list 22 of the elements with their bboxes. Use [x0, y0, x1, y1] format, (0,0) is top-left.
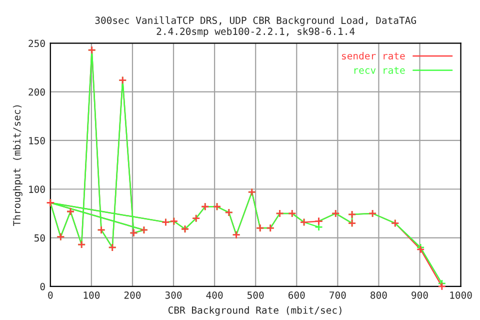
- y-tick-label: 50: [34, 234, 45, 242]
- x-tick-label: 1000: [450, 291, 472, 299]
- legend-label: sender rate: [342, 52, 405, 60]
- x-axis-title: CBR Background Rate (mbit/sec): [168, 306, 342, 316]
- x-tick-label: 700: [330, 291, 346, 299]
- chart-title: 300sec VanillaTCP DRS, UDP CBR Background Load, DataTAG 2.4.20smp web100-2.2.1, sk98-6.1.4: [95, 16, 416, 37]
- x-tick-label: 600: [288, 291, 305, 299]
- y-tick-label: 200: [28, 88, 45, 96]
- y-tick-label: 0: [40, 282, 45, 290]
- x-tick-label: 0: [48, 291, 53, 299]
- y-tick-label: 100: [29, 186, 45, 193]
- x-tick-label: 900: [412, 291, 428, 299]
- legend-label: recv rate: [354, 66, 405, 74]
- y-axis-title: Throughput (mbit/sec): [12, 105, 22, 226]
- x-tick-label: 500: [248, 291, 264, 299]
- x-tick-label: 400: [206, 291, 223, 299]
- x-tick-label: 300: [165, 291, 182, 299]
- y-tick-label: 250: [28, 40, 45, 48]
- x-tick-label: 200: [124, 291, 141, 299]
- x-tick-label: 100: [84, 291, 100, 299]
- y-tick-label: 150: [29, 136, 45, 144]
- x-tick-label: 800: [370, 291, 387, 299]
